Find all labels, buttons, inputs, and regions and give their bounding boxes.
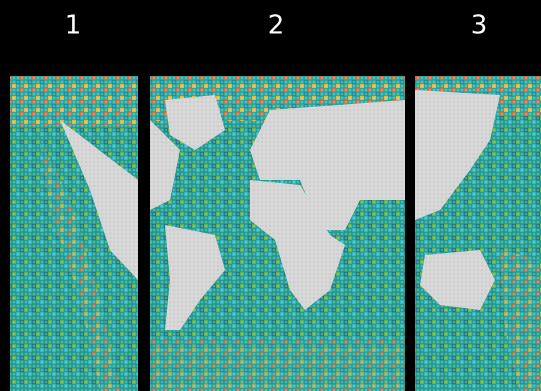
panel-label: 3 [471, 11, 488, 41]
panel-label: 1 [65, 11, 82, 41]
panel-1 [10, 76, 138, 391]
panel-2 [150, 76, 405, 391]
panel-3 [415, 76, 541, 391]
panel-label: 2 [268, 11, 285, 41]
